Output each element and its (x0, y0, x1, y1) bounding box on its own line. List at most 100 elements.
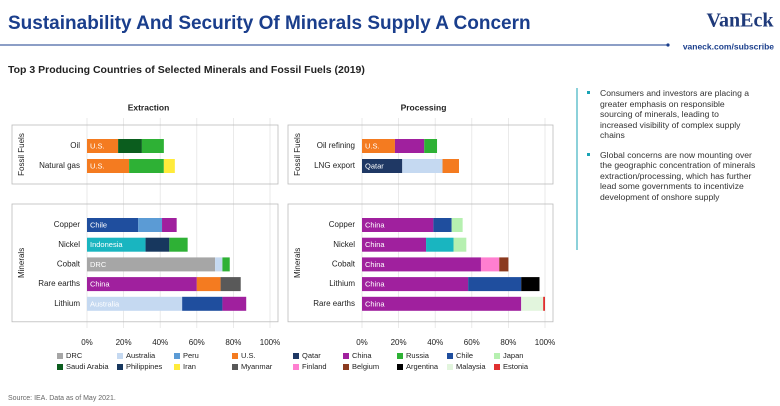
bar-segment (362, 218, 434, 232)
legend-swatch (232, 364, 238, 370)
bar-segment (521, 296, 544, 311)
segment-label: China (90, 280, 110, 289)
group-box (11, 203, 279, 323)
category-label: Lithium (54, 299, 80, 308)
legend-label: Japan (503, 351, 523, 360)
legend-swatch (293, 353, 299, 359)
category-label: Copper (54, 220, 81, 229)
legend-label: Estonia (503, 362, 529, 371)
group-label: Fossil Fuels (17, 133, 26, 176)
legend-swatch (397, 364, 403, 370)
page-title: Sustainability And Security Of Minerals … (8, 13, 531, 34)
legend-swatch (232, 353, 238, 359)
bar-segment (220, 277, 241, 292)
panel-title: Processing (401, 102, 447, 112)
group-label: Minerals (17, 248, 26, 278)
bar-segment (362, 277, 469, 292)
bar-segment (424, 139, 438, 153)
segment-label: Chile (90, 220, 107, 229)
bar-segment (118, 139, 142, 153)
bar-segment (87, 257, 216, 272)
bar-segment (521, 277, 540, 292)
segment-label: Indonesia (90, 240, 123, 249)
segment-label: U.S. (90, 141, 105, 150)
bar-segment (499, 257, 509, 272)
segment-label: China (365, 220, 385, 229)
segment-label: Australia (90, 299, 120, 308)
source: Source: IEA. Data as of May 2021. (8, 395, 116, 402)
x-tick-label: 40% (152, 338, 168, 347)
group-label: Fossil Fuels (293, 133, 302, 176)
legend-swatch (343, 364, 349, 370)
segment-label: China (365, 240, 385, 249)
legend-label: Belgium (352, 362, 379, 371)
bar-segment (222, 257, 230, 272)
x-tick-label: 80% (500, 338, 516, 347)
url: vaneck.com/subscribe (683, 41, 774, 51)
category-label: Rare earths (313, 299, 355, 308)
category-label: Rare earths (38, 279, 80, 288)
bar-segment (145, 237, 170, 252)
notes: Consumers and investors are placing a gr… (586, 88, 758, 211)
legend-label: Saudi Arabia (66, 362, 109, 371)
segment-label: Qatar (365, 161, 384, 170)
bar-segment (169, 237, 188, 252)
legend-label: Philippines (126, 362, 163, 371)
category-label: LNG export (314, 161, 356, 170)
category-label: Lithium (329, 279, 355, 288)
legend-swatch (447, 353, 453, 359)
group-label: Minerals (293, 248, 302, 278)
segment-label: U.S. (365, 141, 380, 150)
segment-label: China (365, 299, 385, 308)
bar-segment (402, 159, 443, 173)
legend-label: Australia (126, 351, 156, 360)
legend-swatch (57, 353, 63, 359)
legend-label: China (352, 351, 372, 360)
panel-title: Extraction (128, 102, 170, 112)
legend-swatch (343, 353, 349, 359)
bar-segment (543, 296, 545, 311)
x-tick-label: 100% (260, 338, 280, 347)
legend-swatch (174, 353, 180, 359)
bar-segment (87, 218, 139, 232)
bar-segment (138, 218, 163, 232)
legend-swatch (494, 364, 500, 370)
bar-segment (362, 139, 395, 153)
category-label: Copper (329, 220, 356, 229)
bar-segment (433, 218, 452, 232)
bar-segment (215, 257, 223, 272)
legend-label: DRC (66, 351, 83, 360)
legend-label: U.S. (241, 351, 256, 360)
legend-swatch (397, 353, 403, 359)
subtitle: Top 3 Producing Countries of Selected Mi… (8, 64, 365, 76)
legend-label: Malaysia (456, 362, 486, 371)
bar-segment (87, 237, 146, 252)
category-label: Natural gas (39, 161, 80, 170)
category-label: Nickel (333, 240, 355, 249)
legend-label: Peru (183, 351, 199, 360)
bar-segment (480, 257, 500, 272)
bar-segment (182, 296, 223, 311)
bar-segment (222, 296, 247, 311)
legend-swatch (174, 364, 180, 370)
x-tick-label: 100% (535, 338, 555, 347)
bar-segment (362, 159, 403, 173)
bar-segment (451, 218, 463, 232)
legend-label: Chile (456, 351, 473, 360)
legend-label: Myanmar (241, 362, 273, 371)
x-tick-label: 20% (116, 338, 132, 347)
category-label: Cobalt (57, 260, 81, 269)
note: Consumers and investors are placing a gr… (586, 88, 758, 141)
legend-swatch (117, 353, 123, 359)
x-tick-label: 0% (356, 338, 368, 347)
bar-segment (87, 159, 130, 173)
category-label: Oil refining (317, 141, 355, 150)
bar-segment (162, 218, 177, 232)
bar-segment (426, 237, 454, 252)
bar-segment (129, 159, 164, 173)
legend-swatch (57, 364, 63, 370)
legend-label: Argentina (406, 362, 439, 371)
legend-swatch (293, 364, 299, 370)
legend-label: Iran (183, 362, 196, 371)
segment-label: China (365, 260, 385, 269)
